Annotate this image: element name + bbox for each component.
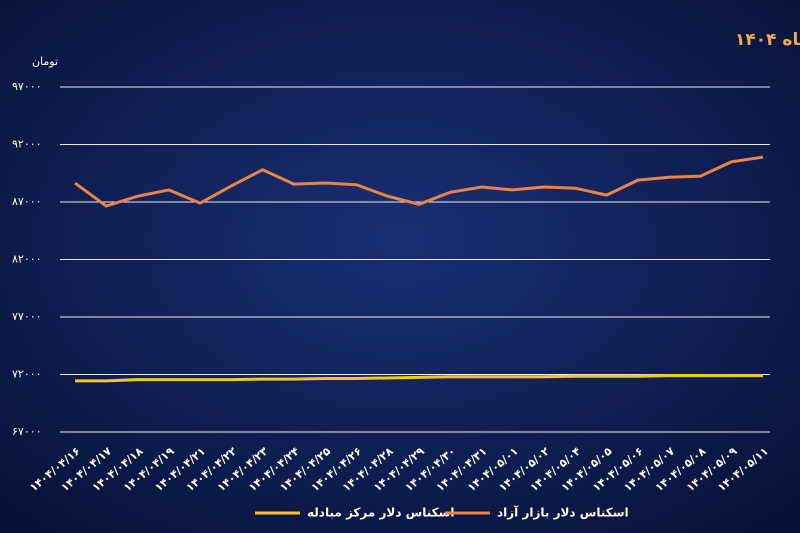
series-line: [74, 155, 764, 208]
y-tick-label: ۸۲۰۰۰: [12, 253, 42, 266]
y-tick-label: ۶۷۰۰۰: [12, 425, 42, 438]
y-tick-label: ۸۷۰۰۰: [12, 195, 42, 208]
y-tick-label: ۹۲۰۰۰: [12, 138, 42, 151]
series-line: [75, 374, 763, 383]
y-tick-label: ۷۷۰۰۰: [12, 310, 42, 323]
y-tick-label: ۹۷۰۰۰: [12, 80, 42, 93]
chart-title: قیمت اسکناس دلار بازار آزاد و اسکناس دلا…: [735, 28, 800, 50]
y-tick-label: ۷۲۰۰۰: [12, 368, 42, 381]
legend-label: اسکناس دلار بازار آزاد: [497, 505, 629, 520]
y-axis-label: تومان: [32, 55, 58, 68]
legend-label: اسکناس دلار مرکز مبادله: [307, 506, 455, 520]
